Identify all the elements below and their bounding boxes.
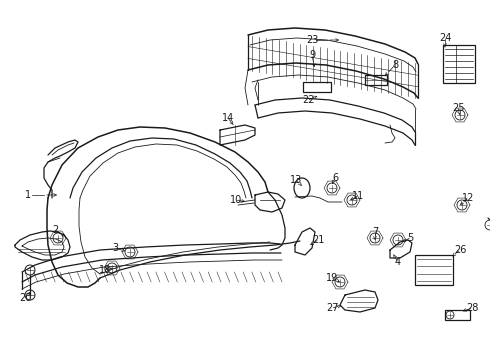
Text: 18: 18 xyxy=(99,265,111,275)
Text: 2: 2 xyxy=(52,225,58,235)
Text: 5: 5 xyxy=(407,233,413,243)
Text: 13: 13 xyxy=(290,175,302,185)
Text: 1: 1 xyxy=(25,190,31,200)
Bar xyxy=(303,82,331,92)
Text: 27: 27 xyxy=(326,303,338,313)
Text: 4: 4 xyxy=(395,257,401,267)
Text: 25: 25 xyxy=(452,103,464,113)
Text: 3: 3 xyxy=(112,243,118,253)
Bar xyxy=(365,75,387,85)
Text: 7: 7 xyxy=(372,227,378,237)
Text: 6: 6 xyxy=(332,173,338,183)
Text: 11: 11 xyxy=(352,191,364,201)
Text: 8: 8 xyxy=(392,60,398,70)
Text: 19: 19 xyxy=(326,273,338,283)
Text: 21: 21 xyxy=(312,235,324,245)
Text: 20: 20 xyxy=(19,293,31,303)
Text: 22: 22 xyxy=(302,95,314,105)
Text: 24: 24 xyxy=(439,33,451,43)
Text: 10: 10 xyxy=(230,195,242,205)
Text: 12: 12 xyxy=(462,193,474,203)
Bar xyxy=(415,255,453,285)
Bar xyxy=(443,45,475,83)
Text: 14: 14 xyxy=(222,113,234,123)
Text: 26: 26 xyxy=(454,245,466,255)
Text: 28: 28 xyxy=(466,303,478,313)
Text: 23: 23 xyxy=(306,35,318,45)
Text: 9: 9 xyxy=(309,50,315,60)
Bar xyxy=(445,310,470,320)
